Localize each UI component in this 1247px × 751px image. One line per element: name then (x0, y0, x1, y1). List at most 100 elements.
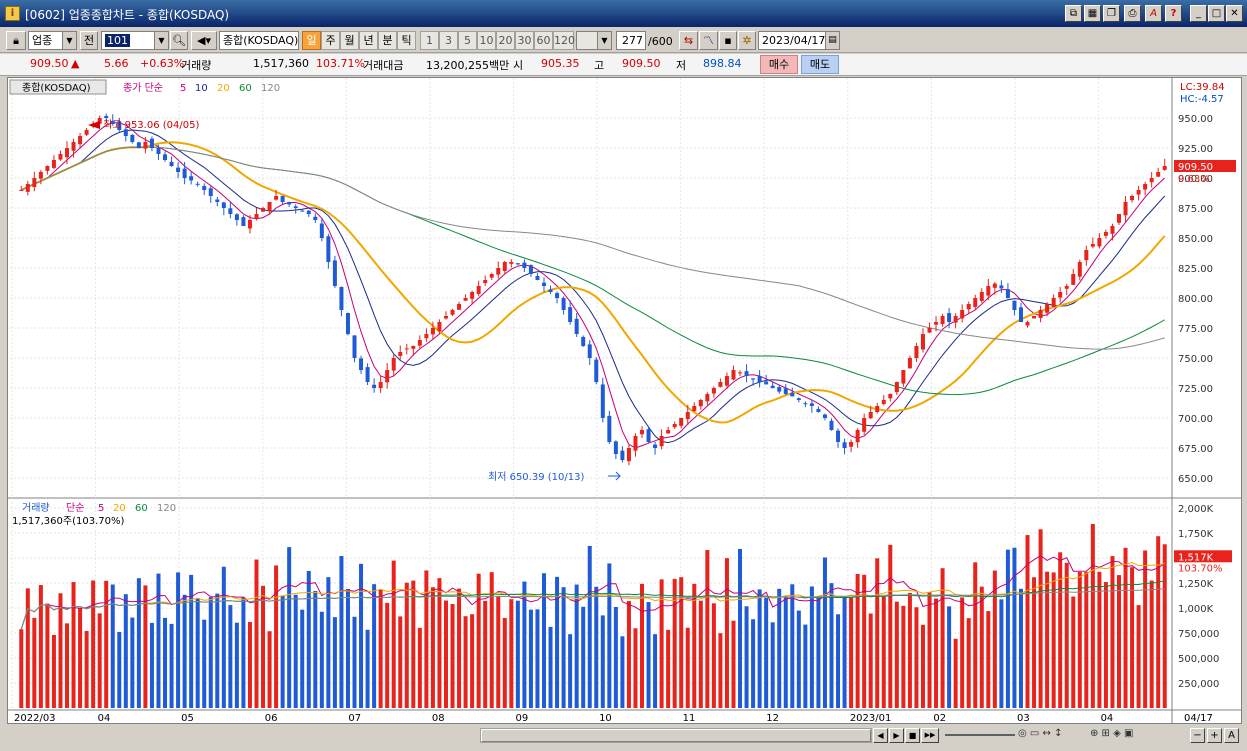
tab-month[interactable]: 월 (340, 31, 359, 50)
tab-tick[interactable]: 틱 (397, 31, 416, 50)
close-icon[interactable]: ✕ (1226, 5, 1243, 22)
volume-bar-down (548, 626, 553, 708)
help-icon[interactable]: ? (1165, 5, 1182, 22)
tool-icons[interactable]: ⊕ ⊞ ◈ ▣ (1090, 728, 1134, 739)
tab-minute[interactable]: 분 (378, 31, 397, 50)
zoom-slider[interactable] (945, 734, 1015, 736)
ma-line-10 (21, 129, 1166, 444)
volume-bar-up (104, 580, 109, 708)
volume-bar-up (1149, 580, 1154, 708)
interval-5[interactable]: 5 (458, 31, 477, 50)
candle-up (1025, 322, 1030, 326)
sell-button[interactable]: 매도 (801, 55, 839, 74)
market-select[interactable]: 업종 ▼ (28, 31, 77, 50)
candle-up (398, 352, 403, 356)
volume-legend-prefix: 단순 (66, 502, 84, 514)
volume-bar-down (822, 557, 827, 708)
print-icon[interactable]: ⎙ (1124, 5, 1141, 22)
volume-bar-down (195, 597, 200, 708)
fast-forward-button[interactable]: ▶▶ (921, 728, 939, 743)
scroll-left-button[interactable]: ◀ (873, 728, 888, 743)
tab-year[interactable]: 년 (359, 31, 378, 50)
candle-down (620, 450, 625, 460)
interval-120[interactable]: 120 (553, 31, 575, 50)
volume-bar-down (156, 573, 161, 708)
font-icon[interactable]: A (1145, 5, 1162, 22)
copy-icon[interactable]: ❐ (1103, 5, 1120, 22)
chevron-down-icon[interactable]: ▼ (597, 32, 611, 49)
candle-up (32, 178, 37, 188)
candle-up (71, 142, 76, 151)
zoom-in-button[interactable]: + (1207, 728, 1222, 743)
tab-day[interactable]: 일 (302, 31, 321, 50)
scroll-thumb[interactable] (481, 729, 871, 742)
interval-20[interactable]: 20 (496, 31, 515, 50)
chart-panel[interactable]: 950.00 925.00 900.00 875.00 850.00 825.00 800.… (7, 77, 1242, 724)
volume-bar-down (345, 588, 350, 708)
custom-interval-select[interactable]: ▼ (576, 31, 612, 50)
volume-bar-up (437, 578, 442, 708)
calendar-icon[interactable]: ▤ (825, 32, 839, 49)
time-tick-label: 11 (683, 713, 696, 723)
interval-10[interactable]: 10 (477, 31, 496, 50)
volume-bar-down (568, 634, 573, 708)
interval-60[interactable]: 60 (534, 31, 553, 50)
date-input[interactable]: 2023/04/17 ▤ (758, 31, 840, 50)
price-tick-label: 725.00 (1178, 384, 1213, 395)
volume-bar-down (1018, 588, 1023, 708)
gear-icon[interactable]: ✲ (738, 31, 756, 50)
candle-up (986, 286, 991, 296)
candle-down (574, 318, 579, 334)
minimize-icon[interactable]: _ (1190, 5, 1207, 22)
candle-up (476, 286, 481, 294)
candle-down (653, 444, 658, 448)
stop-button[interactable]: ■ (905, 728, 920, 743)
speaker-icon[interactable]: ◀▾ (191, 31, 217, 50)
candle-down (757, 376, 762, 382)
trend-icon[interactable]: 〽 (699, 31, 718, 50)
restore-icon[interactable]: ⧉ (1065, 5, 1082, 22)
volume-bar-up (1103, 582, 1108, 708)
scroll-right-button[interactable]: ▶ (889, 728, 904, 743)
save-icon[interactable]: ▪ (719, 31, 737, 50)
zoom-out-button[interactable]: − (1190, 728, 1205, 743)
code-input[interactable]: 101 ▼ (101, 31, 169, 50)
candle-up (685, 412, 690, 420)
count-input[interactable]: 277 (616, 31, 646, 50)
volume-bar-down (613, 606, 618, 708)
ma-line-20 (20, 141, 1166, 424)
grid-icon[interactable]: ▦ (1084, 5, 1101, 22)
candle-up (391, 358, 396, 371)
volume-tick-label: 750,000 (1178, 629, 1219, 640)
candle-up (731, 370, 736, 380)
interval-1[interactable]: 1 (420, 31, 439, 50)
tab-week[interactable]: 주 (321, 31, 340, 50)
volume-bar-down (130, 617, 135, 708)
candle-up (65, 148, 70, 158)
pin-icon[interactable]: 🔒︎ (6, 31, 26, 50)
candle-down (241, 217, 246, 226)
search-icon[interactable]: 🔍︎ (170, 31, 188, 50)
volume-tick-label: 1,250K (1178, 579, 1214, 590)
maximize-icon[interactable]: □ (1208, 5, 1225, 22)
candle-down (104, 116, 109, 118)
volume-bar-up (391, 560, 396, 708)
horizontal-scrollbar[interactable] (480, 728, 872, 743)
text-button[interactable]: A (1224, 728, 1239, 743)
volume-bar-up (443, 600, 448, 708)
time-tick-label: 06 (265, 713, 278, 723)
chevron-down-icon[interactable]: ▼ (154, 32, 168, 49)
arrows-icon[interactable]: ⇆ (679, 31, 698, 50)
zoom-icons[interactable]: ◎ ▭ ↔ ↕ (1018, 728, 1063, 739)
candle-up (881, 400, 886, 404)
interval-30[interactable]: 30 (515, 31, 534, 50)
chart-canvas[interactable]: 950.00 925.00 900.00 875.00 850.00 825.00 800.… (8, 78, 1241, 723)
prev-button[interactable]: 전 (80, 31, 98, 50)
grid-layer (8, 78, 1241, 723)
chevron-down-icon[interactable]: ▼ (62, 32, 76, 49)
interval-3[interactable]: 3 (439, 31, 458, 50)
candle-up (463, 298, 468, 301)
time-tick-label: 04 (98, 713, 111, 723)
buy-button[interactable]: 매수 (760, 55, 798, 74)
volume-bar-down (790, 584, 795, 708)
